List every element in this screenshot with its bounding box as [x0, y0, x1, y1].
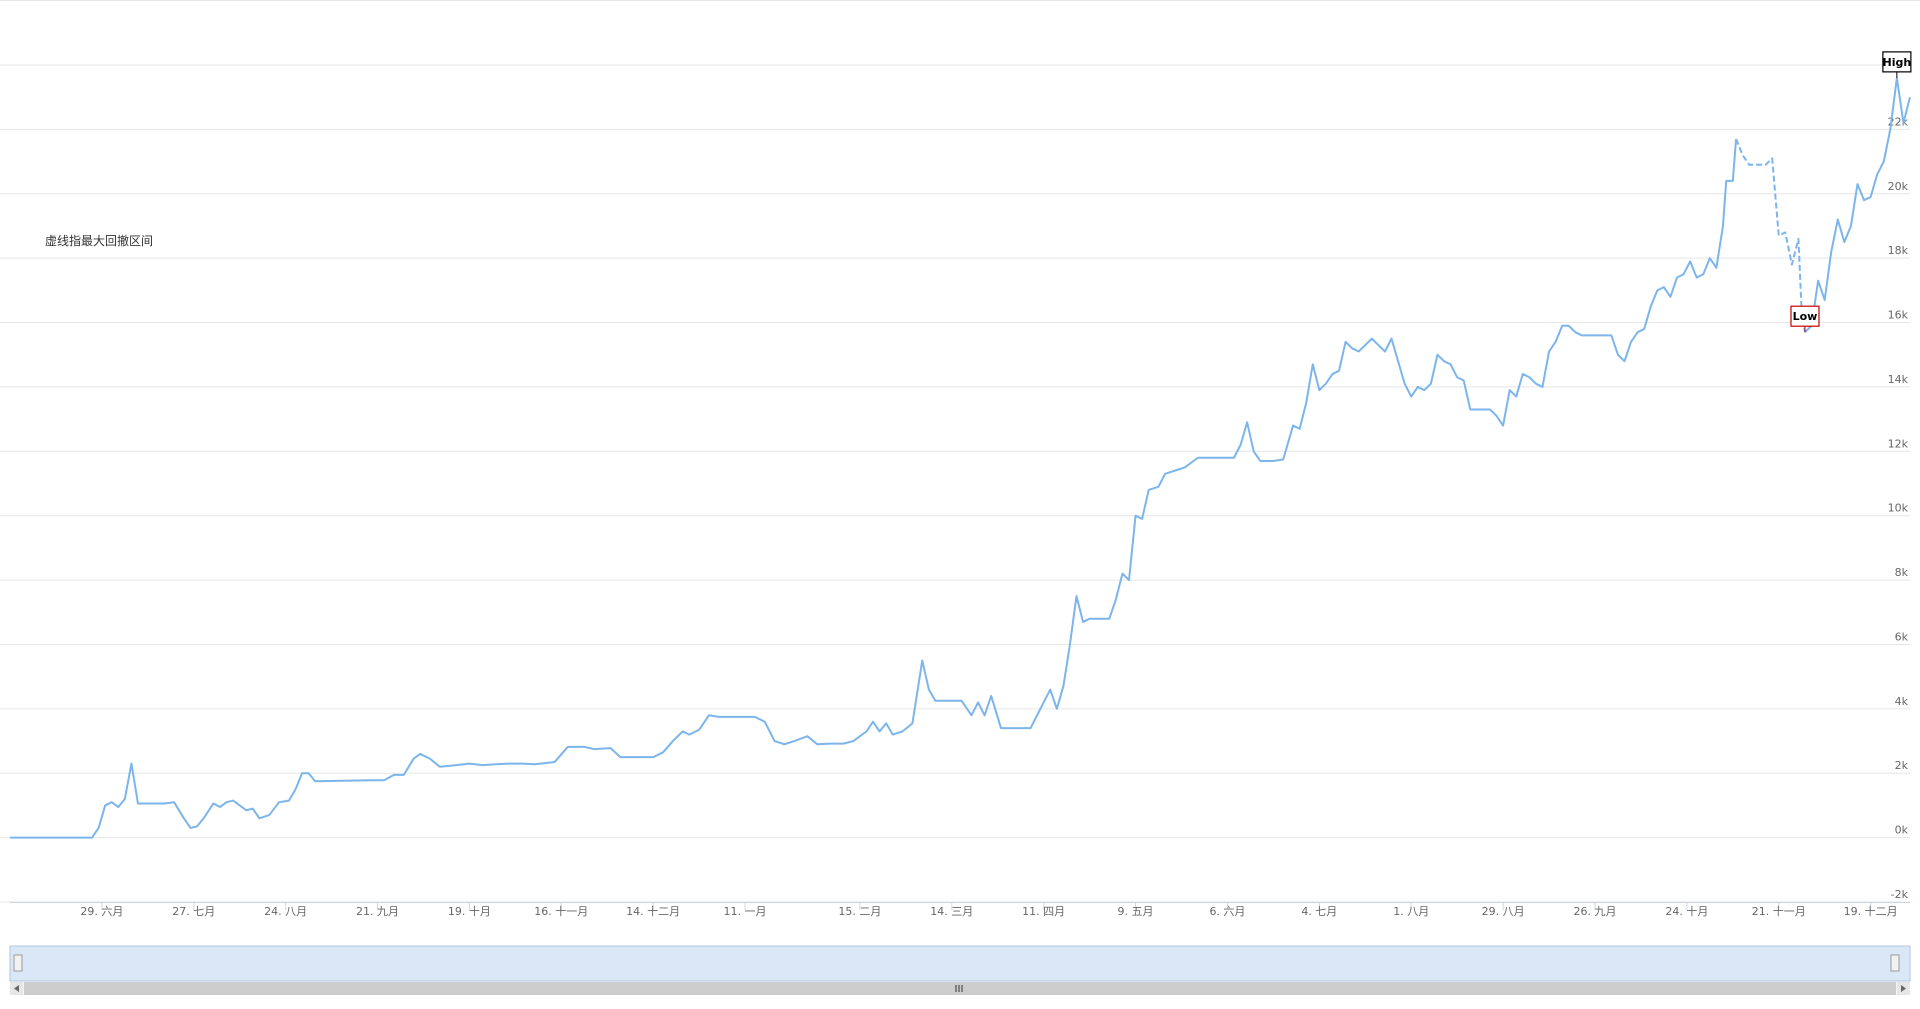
y-tick-label: -2k	[1891, 888, 1909, 901]
x-tick-label: 6. 六月	[1209, 905, 1245, 918]
x-tick-label: 24. 八月	[264, 905, 307, 918]
navigator[interactable]	[9, 945, 1911, 995]
y-tick-label: 18k	[1888, 244, 1909, 257]
x-tick-label: 14. 十二月	[626, 904, 680, 918]
flag-label: Low	[1793, 310, 1818, 323]
scrollbar-grip	[955, 985, 963, 992]
x-tick-label: 19. 十月	[448, 904, 491, 918]
y-tick-label: 16k	[1888, 309, 1909, 322]
x-tick-label: 29. 八月	[1482, 905, 1525, 918]
x-tick-label: 16. 十一月	[534, 904, 588, 918]
y-tick-label: 0k	[1895, 824, 1909, 837]
x-tick-label: 15. 二月	[838, 905, 881, 918]
drawdown-line	[1735, 138, 1806, 333]
y-tick-label: 14k	[1888, 373, 1909, 386]
x-tick-label: 14. 三月	[930, 905, 973, 918]
y-tick-label: 12k	[1888, 437, 1909, 450]
y-tick-label: 8k	[1895, 566, 1909, 579]
series-line	[10, 138, 1738, 839]
annotation: 虚线指最大回撤区间	[45, 233, 153, 248]
y-tick-label: 4k	[1895, 695, 1909, 708]
x-tick-label: 9. 五月	[1118, 905, 1154, 918]
y-tick-label: 20k	[1888, 180, 1909, 193]
scrollbar-thumb[interactable]	[24, 982, 1896, 995]
y-tick-label: 10k	[1888, 502, 1909, 515]
x-tick-label: 21. 九月	[356, 905, 399, 918]
navigator-handle[interactable]	[1890, 954, 1900, 972]
x-tick-label: 27. 七月	[172, 905, 215, 918]
x-tick-label: 11. 四月	[1022, 905, 1065, 918]
x-tick-label: 24. 十月	[1665, 904, 1708, 918]
y-tick-label: 6k	[1895, 630, 1909, 643]
series-line	[1804, 76, 1911, 333]
x-tick-label: 29. 六月	[80, 905, 123, 918]
scrollbar-arrow	[1901, 985, 1906, 992]
flag-label: High	[1883, 56, 1912, 69]
y-tick-label: 2k	[1895, 759, 1909, 772]
x-tick-label: 4. 七月	[1301, 905, 1337, 918]
navigator-mask	[9, 945, 1911, 982]
navigator-handle[interactable]	[13, 954, 23, 972]
x-tick-label: 26. 九月	[1573, 905, 1616, 918]
x-tick-label: 21. 十一月	[1752, 904, 1806, 918]
x-tick-label: 11. 一月	[724, 905, 767, 918]
x-tick-label: 19. 十二月	[1844, 904, 1898, 918]
flag-box	[1882, 51, 1912, 73]
scrollbar-arrow	[14, 985, 19, 992]
x-tick-label: 1. 八月	[1393, 905, 1429, 918]
flag-box	[1790, 305, 1820, 327]
